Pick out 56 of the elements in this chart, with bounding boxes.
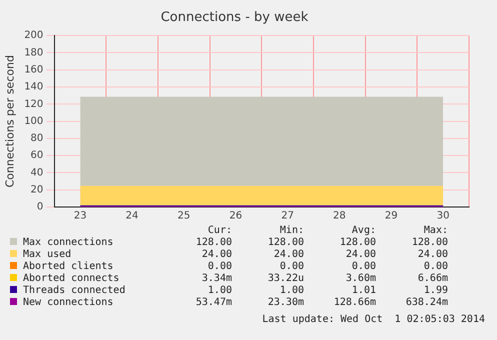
text: 3.34m (200, 273, 232, 285)
text: 23.30m (266, 297, 304, 309)
y-tick-label: 140 (24, 82, 44, 93)
legend-label: Aborted connects (22, 273, 120, 285)
y-tick-label: 160 (24, 64, 44, 76)
y-tick-label: 20 (30, 184, 44, 196)
text: 53.47m (194, 297, 232, 309)
text: 1.01 (350, 285, 376, 297)
text: 0.00 (206, 261, 232, 273)
y-tick-label: 200 (24, 30, 44, 42)
y-tick-label: 0 (36, 202, 44, 213)
text: 0.00 (350, 261, 376, 273)
text: Max: (422, 225, 448, 237)
y-tick-label: 100 (24, 116, 44, 127)
legend-label: Threads connected (22, 285, 126, 297)
x-tick-label: 28 (333, 210, 346, 222)
x-tick-label: 23 (74, 210, 87, 222)
legend-label: Aborted clients (22, 261, 114, 273)
text: 6.66m (416, 273, 448, 285)
text: 33.22u (266, 273, 304, 285)
y-axis-title: Connections per second (3, 55, 16, 188)
y-tick-label: 80 (30, 133, 44, 144)
text: 128.00 (194, 237, 232, 249)
text: 24.00 (416, 249, 448, 261)
text: 0.00 (278, 261, 304, 273)
legend-label: Max used (22, 249, 72, 261)
text: 1.00 (206, 285, 232, 297)
x-tick-label: 24 (126, 210, 138, 222)
y-tick-label: 180 (24, 47, 44, 58)
text: 24.00 (272, 249, 304, 261)
legend-label: New connections (22, 297, 114, 309)
x-tick-label: 30 (436, 210, 450, 222)
x-tick-label: 26 (229, 210, 242, 222)
text: 128.00 (266, 237, 304, 249)
chart-title: Connections - by week (160, 10, 309, 26)
text: 1.00 (278, 285, 304, 297)
text: 638.24m (404, 297, 448, 309)
text: 128.66m (332, 297, 376, 309)
y-tick-label: 120 (24, 98, 44, 110)
text: Avg: (350, 225, 376, 237)
text: 128.00 (338, 237, 376, 249)
text: Last update: Wed Oct 1 02:05:03 2014 (262, 314, 485, 325)
text: 1.99 (422, 285, 448, 297)
x-tick-label: 29 (384, 210, 398, 222)
text: 24.00 (200, 249, 232, 261)
text: 24.00 (344, 249, 376, 261)
text: 0.00 (422, 261, 448, 273)
x-tick-label: 25 (178, 210, 190, 222)
text: 3.60m (344, 273, 376, 285)
text: Min: (278, 225, 304, 237)
text: Cur: (206, 225, 232, 237)
text: 128.00 (410, 237, 448, 249)
x-tick-label: 27 (281, 210, 294, 222)
y-tick-label: 60 (30, 150, 44, 162)
legend-label: Max connections (22, 237, 114, 249)
y-tick-label: 40 (30, 167, 44, 178)
